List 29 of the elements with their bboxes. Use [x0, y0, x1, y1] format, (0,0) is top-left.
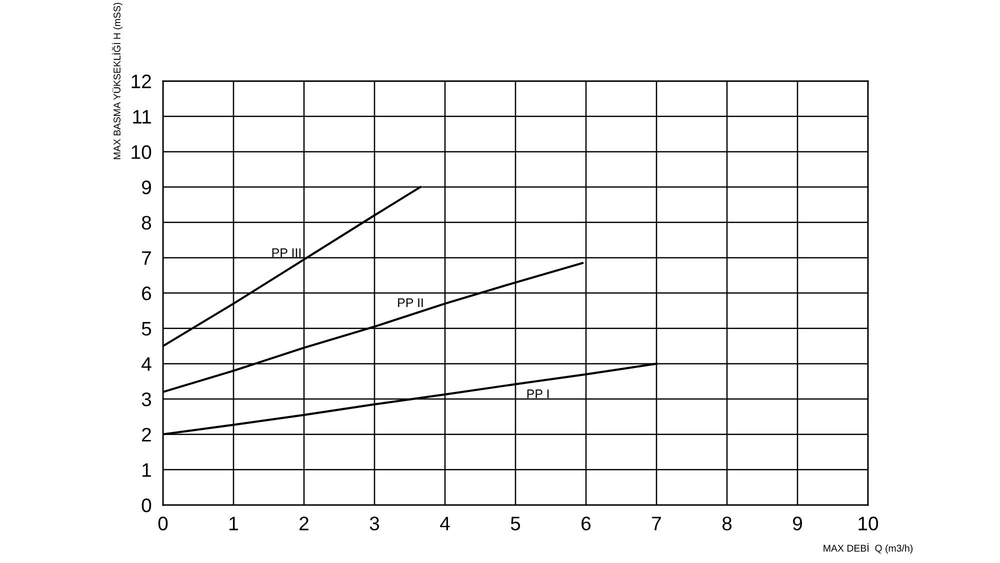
- y-tick-label: 3: [142, 392, 152, 406]
- x-tick-label: 8: [722, 516, 732, 530]
- x-tick-label: 9: [793, 516, 802, 530]
- y-axis-title: MAX BASMA YÜKSEKLİĞİ H (mSS): [112, 2, 122, 160]
- series-label: PP III: [272, 248, 301, 257]
- x-tick-label: 2: [300, 516, 308, 530]
- x-axis-title: MAX DEBİ Q (m3/h): [824, 543, 913, 554]
- y-tick-label: 5: [142, 322, 152, 336]
- y-tick-label: 7: [142, 251, 151, 265]
- y-tick-label: 8: [142, 216, 152, 230]
- y-tick-label: 0: [142, 498, 152, 512]
- y-tick-label: 12: [132, 74, 151, 88]
- x-tick-label: 0: [158, 516, 168, 530]
- x-tick-label: 3: [370, 516, 380, 530]
- y-tick-label: 9: [142, 180, 151, 194]
- x-tick-label: 1: [230, 516, 238, 530]
- series-label: PP II: [398, 298, 423, 307]
- y-tick-label: 11: [133, 110, 151, 124]
- y-tick-label: 1: [142, 463, 151, 477]
- x-tick-label: 4: [440, 516, 450, 530]
- x-tick-label: 6: [582, 516, 591, 530]
- y-tick-label: 2: [142, 428, 151, 442]
- x-tick-label: 10: [858, 516, 878, 530]
- y-tick-label: 4: [142, 357, 152, 371]
- y-tick-label: 10: [132, 145, 152, 159]
- x-tick-label: 5: [510, 516, 520, 530]
- series-label: PP I: [527, 390, 549, 398]
- y-tick-label: 6: [142, 286, 152, 300]
- x-tick-label: 7: [652, 516, 661, 530]
